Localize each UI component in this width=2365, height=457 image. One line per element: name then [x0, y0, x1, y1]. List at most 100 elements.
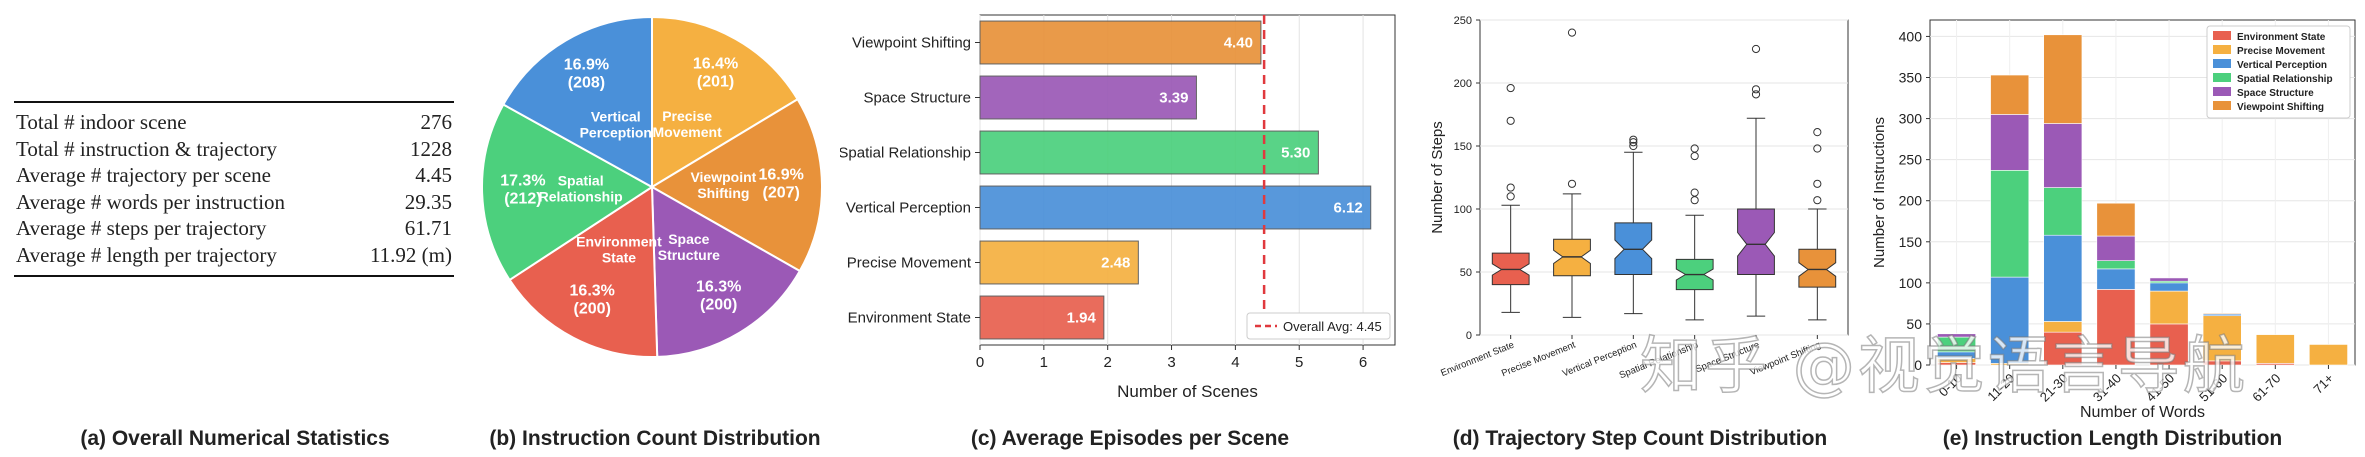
outlier-point	[1690, 188, 1699, 197]
stacked-bar-segment	[2096, 289, 2136, 366]
panel-episodes-per-scene: 0 1 2 3 4 5 6 4.40 Viewpoint Shifting 3.39 Space S…	[838, 0, 1420, 457]
pie-slice-category-label: Spatial Relationship	[539, 173, 623, 205]
pie-slice-percent-label: 16.4% (201)	[693, 56, 738, 91]
y-tick-label: 350	[1899, 70, 1923, 86]
y-tick-label: Vertical Perception	[846, 200, 971, 217]
pie-category-line: Movement	[653, 124, 723, 140]
stat-value: 276	[420, 110, 453, 134]
outlier-point	[1813, 179, 1822, 188]
x-axis-label: Number of Words	[2080, 404, 2205, 420]
legend-label: Viewpoint Shifting	[2237, 102, 2324, 113]
stat-label: Total # indoor scene	[16, 110, 187, 134]
plot-area-frame	[1479, 19, 1849, 336]
legend-box	[2206, 25, 2351, 119]
bar	[979, 20, 1262, 65]
pie-slice-percent-label: 16.3% (200)	[570, 283, 615, 318]
pie-slice-category-label: Precise Movement	[653, 108, 723, 140]
bar	[979, 185, 1372, 230]
outlier-point	[1690, 144, 1699, 153]
x-tick-label: 0	[976, 354, 984, 371]
pie-percent: 16.3%	[570, 283, 615, 300]
pie-slice	[501, 15, 653, 189]
y-axis-label: Number of Instructions	[1871, 117, 1888, 268]
stacked-bar-segment	[1990, 114, 2030, 171]
stacked-bar-segment	[2096, 202, 2136, 237]
pie-category-line: Space	[668, 231, 709, 247]
x-axis-label: Number of Scenes	[1117, 382, 1258, 401]
legend-swatch	[2213, 31, 2231, 40]
pie-category-line: State	[602, 249, 636, 265]
pie-count: (208)	[568, 75, 605, 92]
pie-percent: 16.4%	[693, 56, 738, 73]
pie-percent: 16.9%	[759, 166, 804, 183]
bar	[979, 130, 1319, 175]
stacked-bar-segment	[2202, 312, 2242, 315]
pie-slice	[508, 185, 659, 358]
table-row: Average # steps per trajectory 61.71	[14, 215, 454, 242]
y-tick-label: 250	[1899, 152, 1923, 168]
stacked-bar-segment	[2255, 334, 2295, 364]
pie-category-line: Relationship	[539, 189, 623, 205]
y-tick-label: 250	[1454, 15, 1472, 27]
legend-label: Precise Movement	[2237, 46, 2325, 57]
stat-label: Average # steps per trajectory	[16, 216, 267, 241]
pie-slice-percent-label: 16.3% (200)	[696, 279, 741, 314]
pie-slice	[650, 97, 823, 273]
stacked-bar-segment	[1990, 74, 2030, 115]
caption-instruction-length: (e) Instruction Length Distribution	[1942, 427, 2283, 450]
watermark-text: 知乎 @视觉语言导航	[1639, 328, 2248, 403]
y-tick-label: 100	[1454, 204, 1472, 216]
stat-label: Average # trajectory per scene	[16, 163, 271, 188]
pie-count: (200)	[574, 301, 611, 318]
y-tick-label: Space Structure	[863, 90, 971, 107]
stat-value: 11.92 (m)	[369, 242, 452, 267]
bar-value-label: 4.40	[1224, 35, 1253, 52]
legend-swatch	[2213, 45, 2231, 54]
pie-slice	[650, 185, 802, 358]
stacked-bar-segment	[2202, 315, 2242, 362]
legend-label: Vertical Perception	[2237, 60, 2327, 71]
stacked-bar-segment	[2096, 260, 2136, 270]
stacked-bar-segment	[2043, 123, 2083, 188]
outlier-point	[1751, 90, 1761, 99]
outlier-point	[1813, 128, 1822, 137]
panel-overall-statistics: Total # indoor scene 276 Total # instructi…	[0, 0, 470, 457]
stacked-bar-segment	[2149, 290, 2189, 325]
y-tick-label: 300	[1899, 111, 1923, 127]
box	[1798, 248, 1837, 288]
bar-value-label: 3.39	[1159, 90, 1188, 107]
stacked-bar-segment	[2309, 344, 2348, 366]
pie-count: (212)	[504, 191, 541, 208]
legend-label: Spatial Relationship	[2237, 74, 2333, 85]
x-tick-label: 1	[1040, 354, 1048, 371]
y-tick-label: Spatial Relationship	[840, 145, 971, 162]
y-tick-label: 50	[1906, 316, 1922, 332]
caption-instruction-count: (b) Instruction Count Distribution	[489, 427, 821, 450]
pie-count: (200)	[700, 297, 737, 314]
panel-trajectory-steps: 0 50 100 150 200 250 Number of Steps Environmen…	[1420, 0, 1860, 457]
outlier-point	[1567, 28, 1577, 37]
legend-label: Space Structure	[2237, 88, 2314, 99]
instruction-length-stacked-chart: 0 50 100 150 200 250 300 350 400 Number of Instru…	[1871, 19, 2356, 421]
outlier-point	[1629, 138, 1638, 147]
table-row: Average # words per instruction 29.35	[14, 189, 454, 216]
stat-value: 61.71	[404, 216, 452, 241]
stacked-bar-segment	[2043, 331, 2083, 366]
pie-percent: 17.3%	[500, 173, 545, 190]
y-tick-label: Viewpoint Shifting	[852, 35, 971, 52]
table-top-rule	[14, 101, 454, 103]
outlier-point	[1813, 196, 1822, 205]
y-tick-label: 100	[1899, 275, 1923, 291]
pie-slice	[651, 15, 799, 189]
y-axis-label: Number of Steps	[1429, 121, 1446, 234]
stat-value: 29.35	[404, 189, 452, 214]
pie-slice	[481, 103, 654, 282]
y-tick-label: 150	[1454, 141, 1472, 153]
outlier-point	[1506, 183, 1515, 192]
y-tick-label: 200	[1454, 78, 1472, 90]
x-tick-label: 71+	[2310, 371, 2336, 397]
stat-label: Total # instruction & trajectory	[16, 136, 277, 161]
pie-count: (207)	[763, 184, 800, 201]
y-tick-label: 150	[1899, 234, 1923, 250]
